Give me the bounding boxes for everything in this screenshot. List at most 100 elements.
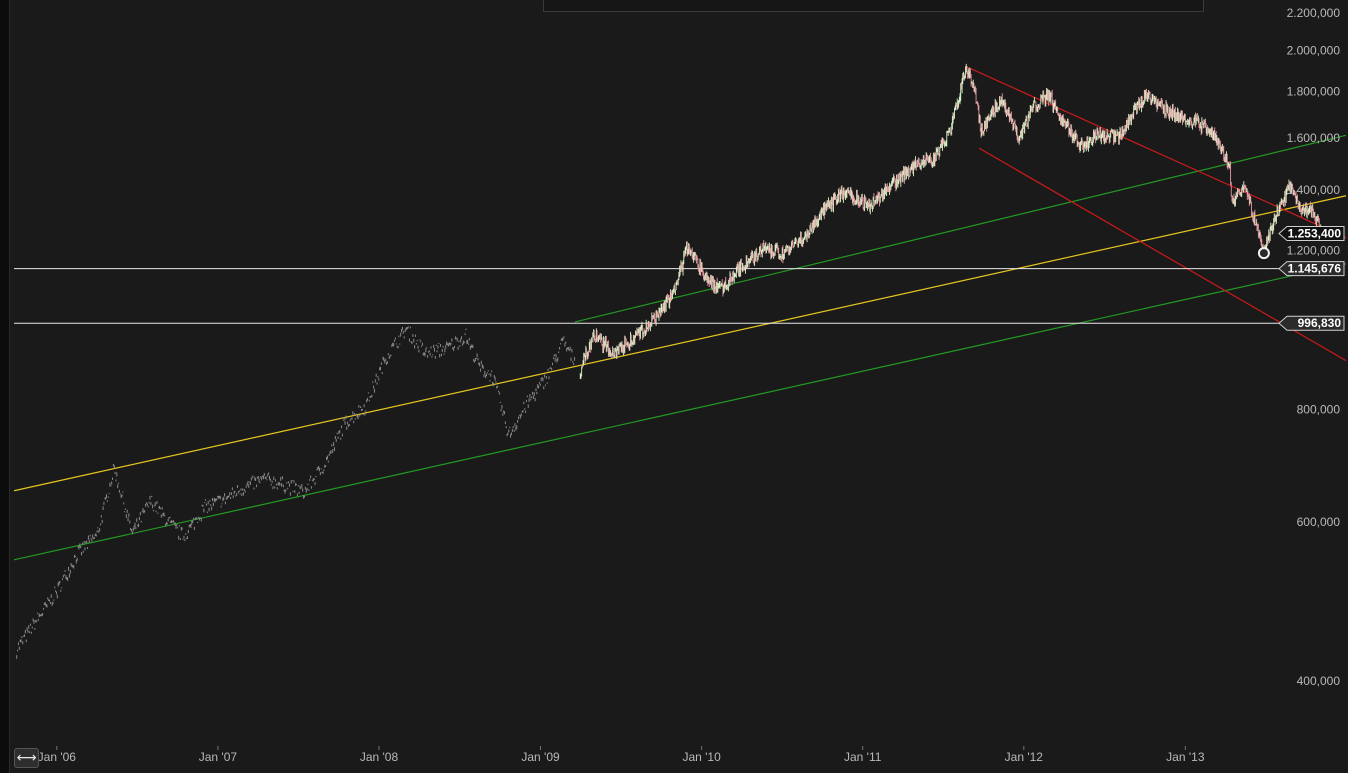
history-tick xyxy=(93,537,95,539)
history-tick xyxy=(210,504,212,507)
history-tick xyxy=(67,577,69,581)
history-tick xyxy=(320,468,322,470)
history-tick xyxy=(243,492,245,496)
history-tick xyxy=(179,538,181,540)
history-tick xyxy=(76,557,78,561)
history-tick xyxy=(511,428,513,432)
history-tick xyxy=(362,413,364,416)
history-tick xyxy=(452,347,454,350)
history-tick xyxy=(387,353,389,356)
y-tick-label: 2.000,000 xyxy=(1287,43,1341,57)
history-tick xyxy=(135,526,137,530)
history-tick xyxy=(565,341,567,344)
history-tick xyxy=(106,500,108,502)
history-tick xyxy=(284,490,286,494)
history-tick xyxy=(208,507,210,512)
y-tick-label: 800,000 xyxy=(1297,402,1341,416)
history-tick xyxy=(564,343,566,347)
history-tick xyxy=(49,599,51,602)
scroll-handle-button[interactable]: ⟷ xyxy=(14,748,39,768)
history-tick xyxy=(463,341,465,344)
history-tick xyxy=(279,483,281,486)
history-tick xyxy=(550,366,552,369)
history-tick xyxy=(80,552,82,556)
history-tick xyxy=(538,381,540,384)
history-tick xyxy=(258,478,260,483)
history-tick xyxy=(388,356,390,359)
history-tick xyxy=(563,336,565,338)
history-tick xyxy=(136,518,138,523)
history-tick xyxy=(16,655,18,659)
history-tick xyxy=(395,343,397,345)
history-tick xyxy=(517,419,519,423)
history-tick xyxy=(201,504,203,506)
history-tick xyxy=(92,534,94,539)
history-tick xyxy=(91,538,93,542)
history-tick xyxy=(64,569,66,572)
history-tick xyxy=(521,411,523,413)
history-tick xyxy=(520,413,522,417)
history-tick xyxy=(213,497,215,502)
history-tick xyxy=(364,411,366,416)
history-tick xyxy=(237,485,239,488)
history-tick xyxy=(167,518,169,522)
history-tick xyxy=(125,514,127,518)
history-tick xyxy=(445,345,447,349)
price-tags-layer: 1.253,400 1.145,676 996,830 xyxy=(1278,225,1345,331)
history-tick xyxy=(124,508,126,510)
history-tick xyxy=(315,475,317,478)
history-tick xyxy=(528,398,530,403)
history-tick xyxy=(240,488,242,491)
history-tick xyxy=(385,358,387,362)
history-tick xyxy=(326,456,328,461)
history-tick xyxy=(262,475,264,480)
history-tick xyxy=(354,412,356,416)
history-tick xyxy=(200,517,202,522)
history-tick xyxy=(234,490,236,493)
history-tick xyxy=(414,344,416,349)
history-tick xyxy=(543,386,545,390)
history-tick xyxy=(59,581,61,584)
history-tick xyxy=(410,341,412,343)
history-tick xyxy=(229,492,231,496)
history-tick xyxy=(23,634,25,637)
history-tick xyxy=(68,573,70,578)
history-tick xyxy=(559,346,561,350)
history-tick xyxy=(97,527,99,529)
history-tick xyxy=(381,371,383,374)
history-tick xyxy=(301,483,303,488)
history-tick xyxy=(152,504,154,509)
history-tick xyxy=(25,639,27,643)
history-tick xyxy=(171,520,173,524)
history-tick xyxy=(17,649,19,652)
history-tick xyxy=(303,495,305,498)
history-tick xyxy=(83,540,85,544)
history-tick xyxy=(183,535,185,539)
history-tick xyxy=(127,517,129,522)
trendline xyxy=(13,195,1347,492)
history-tick xyxy=(99,528,101,532)
history-tick xyxy=(436,350,438,353)
x-tick-label: Jan '09 xyxy=(521,750,560,764)
history-tick xyxy=(267,473,269,477)
history-tick xyxy=(372,381,374,383)
history-tick xyxy=(252,475,254,477)
history-tick xyxy=(498,390,500,393)
history-tick xyxy=(489,380,491,382)
price-series-layer xyxy=(16,63,1323,659)
history-tick xyxy=(542,377,544,382)
history-tick xyxy=(114,471,116,475)
price-tag xyxy=(1278,315,1345,331)
history-tick xyxy=(157,512,159,514)
history-tick xyxy=(409,326,411,329)
history-tick xyxy=(424,352,426,357)
history-tick xyxy=(566,348,568,352)
history-tick xyxy=(162,513,164,517)
history-tick xyxy=(530,398,532,401)
history-tick xyxy=(334,436,336,440)
history-tick xyxy=(541,377,543,379)
history-tick xyxy=(442,345,444,348)
history-tick xyxy=(551,368,553,371)
history-tick xyxy=(19,639,21,643)
